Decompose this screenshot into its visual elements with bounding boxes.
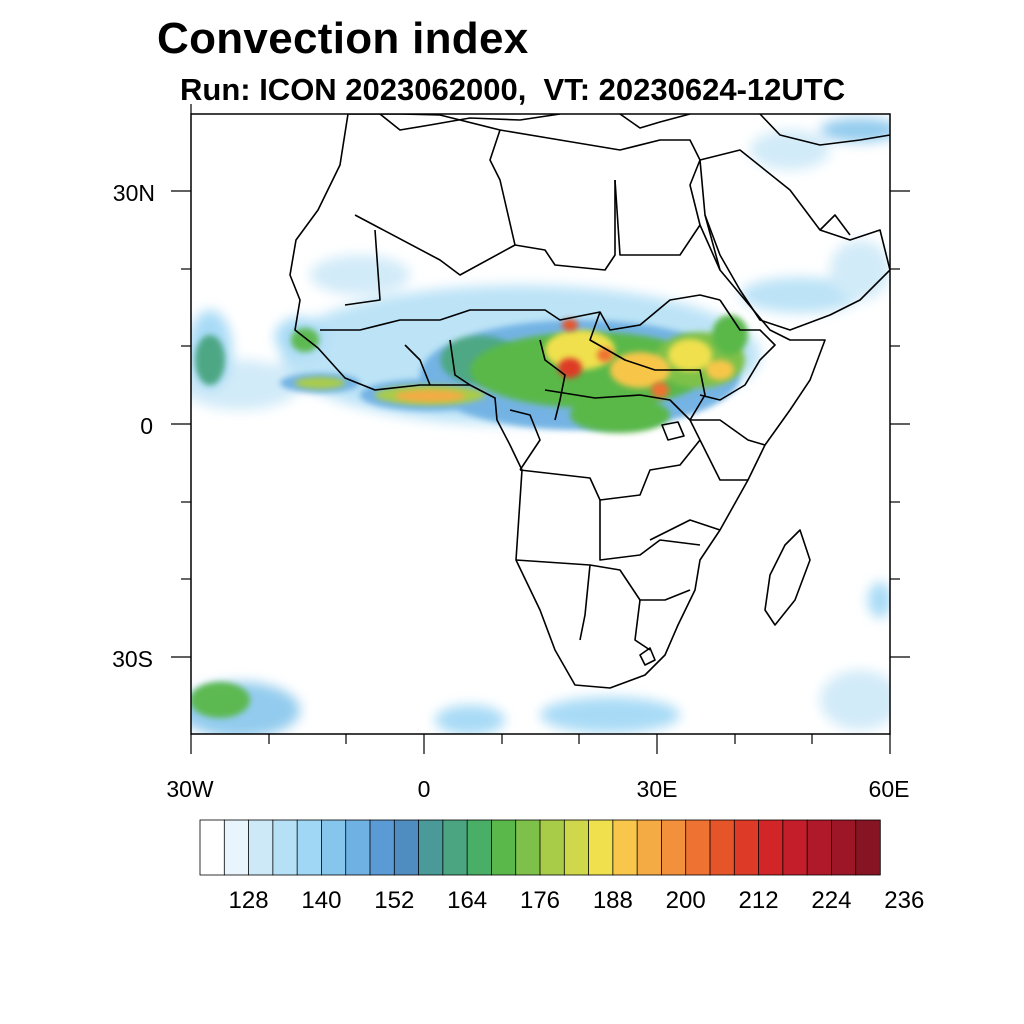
colorbar-swatch: [685, 819, 711, 876]
colorbar-label: 212: [738, 887, 779, 914]
colorbar-label: 200: [665, 887, 706, 914]
colorbar-label: 224: [811, 887, 852, 914]
colorbar-swatch: [272, 819, 298, 876]
colorbar-swatch: [563, 819, 590, 876]
lat-label-30n: 30N: [112, 180, 155, 206]
colorbar: [199, 819, 881, 876]
colorbar-swatch: [223, 819, 250, 876]
lat-label-30s: 30S: [112, 646, 153, 672]
lon-label-30e: 30E: [636, 776, 678, 802]
colorbar-label: 176: [519, 887, 561, 914]
colorbar-label: 164: [447, 887, 488, 914]
lon-label-30w: 30W: [166, 776, 214, 802]
colorbar-swatch: [831, 819, 857, 876]
colorbar-swatch: [855, 819, 881, 876]
colorbar-swatch: [369, 819, 395, 876]
colorbar-swatch: [806, 819, 833, 876]
colorbar-swatch: [539, 819, 565, 876]
colorbar-swatch: [199, 819, 225, 876]
colorbar-swatch: [393, 819, 420, 876]
axis-ticks: [171, 104, 910, 754]
colorbar-swatch: [466, 819, 493, 876]
lon-label-0: 0: [417, 776, 431, 802]
colorbar-label: 236: [884, 887, 925, 914]
colorbar-swatch: [345, 819, 371, 876]
lat-label-0: 0: [140, 413, 153, 439]
colorbar-swatch: [661, 819, 687, 876]
colorbar-swatch: [588, 819, 614, 876]
colorbar-swatch: [491, 819, 517, 876]
colorbar-label: 188: [592, 887, 633, 914]
chart-subtitle: Run: ICON 2023062000, VT: 20230624-12UTC: [180, 72, 846, 107]
colorbar-label: 128: [228, 887, 269, 914]
coastlines-and-borders: [289, 114, 890, 689]
colorbar-swatch: [418, 819, 444, 876]
colorbar-label: 140: [301, 887, 342, 914]
convection-field: [191, 118, 890, 734]
colorbar-swatch: [248, 819, 274, 876]
chart-title: Convection index: [157, 14, 529, 63]
colorbar-label: 152: [374, 887, 415, 914]
colorbar-swatch: [321, 819, 347, 876]
colorbar-swatch: [442, 819, 468, 876]
colorbar-swatch: [636, 819, 663, 876]
colorbar-swatch: [296, 819, 323, 876]
colorbar-swatch: [782, 819, 808, 876]
colorbar-swatch: [733, 819, 760, 876]
colorbar-swatch: [709, 819, 735, 876]
lon-label-60e: 60E: [868, 776, 910, 802]
colorbar-swatch: [758, 819, 784, 876]
colorbar-swatch: [612, 819, 638, 876]
colorbar-swatch: [515, 819, 541, 876]
